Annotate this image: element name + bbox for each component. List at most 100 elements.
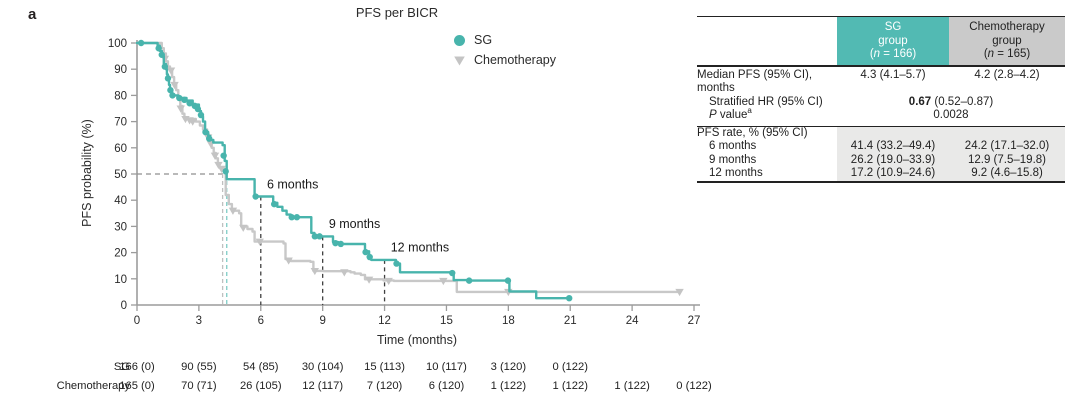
chemotherapy-censor-mark	[340, 269, 349, 277]
at-risk-value: 0 (122)	[676, 380, 712, 392]
milestone-label: 6 months	[267, 177, 318, 191]
at-risk-value: 0 (122)	[553, 361, 589, 373]
chemotherapy-censor-mark	[439, 277, 448, 286]
rate-9-sg-value: 26.2 (19.0–33.9)	[837, 153, 949, 167]
chemotherapy-censor-mark	[217, 165, 226, 173]
at-risk-value: 1 (122)	[553, 380, 589, 392]
y-tick-label: 100	[108, 38, 127, 50]
pfs-rate-header-label: PFS rate, % (95% CI)	[697, 126, 808, 139]
sg-censor-mark	[393, 260, 400, 267]
chemotherapy-censor-mark	[675, 288, 684, 297]
at-risk-value: 30 (104)	[302, 361, 344, 373]
chemotherapy-censor-mark	[188, 118, 197, 126]
at-risk-value: 166 (0)	[119, 361, 155, 373]
at-risk-value: 7 (120)	[367, 380, 403, 392]
milestone-label: 12 months	[391, 240, 449, 254]
sg-group-n: (n = 166)	[869, 48, 917, 60]
at-risk-value: 90 (55)	[181, 361, 217, 373]
sg-censor-mark	[181, 96, 188, 104]
p-value-row: P valuea 0.0028	[697, 106, 1065, 123]
rate-12-label: 12 months	[709, 167, 763, 179]
sg-censor-mark	[366, 253, 373, 261]
y-tick-label: 50	[114, 169, 127, 181]
sg-censor-mark	[337, 240, 345, 248]
rate-6-chemo-value: 24.2 (17.1–32.0)	[949, 140, 1065, 154]
rate-6-sg-value: 41.4 (33.2–49.4)	[837, 140, 949, 154]
header-empty-cell	[697, 17, 837, 65]
sg-circle-marker-icon	[454, 34, 465, 46]
legend-label-sg: SG	[474, 33, 493, 47]
sg-censor-mark	[158, 51, 165, 58]
x-tick-label: 18	[502, 315, 515, 327]
y-tick-label: 80	[114, 90, 127, 102]
chemotherapy-censor-mark	[170, 81, 179, 90]
x-tick-label: 12	[378, 315, 391, 327]
rate-row-12-months: 12 months 17.2 (10.9–24.6) 9.2 (4.6–15.8…	[697, 167, 1065, 181]
chemotherapy-censor-mark	[166, 67, 176, 75]
chemotherapy-censor-mark	[228, 207, 238, 215]
at-risk-value: 1 (122)	[491, 380, 527, 392]
chemotherapy-censor-mark	[284, 257, 293, 265]
chemotherapy-censor-mark	[214, 161, 223, 170]
sg-censor-mark	[206, 135, 213, 142]
sg-group-line1: SG	[884, 21, 902, 33]
x-tick-label: 15	[440, 315, 453, 327]
header-cell-sg-group: SG group (n = 166)	[837, 17, 949, 65]
y-tick-label: 70	[114, 117, 127, 129]
sg-censor-mark	[293, 214, 301, 221]
at-risk-value: 54 (85)	[243, 361, 279, 373]
sg-censor-mark	[167, 86, 174, 94]
sg-group-line2: group	[878, 34, 908, 47]
median-pfs-label: Median PFS (95% CI), months	[697, 68, 813, 95]
p-value: 0.0028	[933, 109, 969, 121]
sg-censor-mark	[504, 277, 512, 284]
stratified-hr-label: Stratified HR (95% CI)	[709, 95, 823, 108]
rate-row-6-months: 6 months 41.4 (33.2–49.4) 24.2 (17.1–32.…	[697, 140, 1065, 154]
p-value-label: P valuea	[709, 106, 752, 121]
legend-label-chemotherapy: Chemotherapy	[474, 53, 556, 67]
sg-censor-mark	[316, 233, 323, 240]
at-risk-value: 6 (120)	[429, 380, 465, 392]
at-risk-value: 1 (122)	[614, 380, 650, 392]
sg-censor-mark	[565, 294, 573, 302]
sg-censor-mark	[202, 128, 209, 136]
sg-censor-mark	[169, 92, 176, 99]
chemotherapy-censor-mark	[310, 267, 320, 276]
sg-censor-mark	[449, 269, 456, 277]
x-tick-label: 21	[564, 315, 577, 327]
rate-9-chemo-value: 12.9 (7.5–19.8)	[949, 153, 1065, 167]
y-tick-label: 40	[114, 195, 127, 207]
sg-censor-mark	[194, 105, 202, 113]
y-tick-label: 10	[114, 274, 127, 286]
rate-12-sg-value: 17.2 (10.9–24.6)	[837, 167, 949, 181]
sg-censor-mark	[197, 111, 205, 119]
y-tick-label: 30	[114, 221, 127, 233]
legend: SG Chemotherapy	[453, 30, 556, 70]
summary-section-median: Median PFS (95% CI), months 4.3 (4.1–5.7…	[697, 64, 1065, 126]
sg-censor-mark	[252, 193, 259, 200]
chemotherapy-censor-mark	[255, 238, 264, 246]
panel-letter: a	[28, 6, 37, 23]
pfs-rate-header-spacer	[837, 126, 1065, 140]
rate-12-chemo-value: 9.2 (4.6–15.8)	[949, 167, 1065, 181]
y-tick-label: 90	[114, 64, 127, 76]
sg-censor-mark	[176, 94, 183, 102]
x-tick-label: 24	[626, 315, 639, 327]
sg-censor-mark	[220, 152, 227, 159]
sg-censor-mark	[288, 214, 295, 221]
at-risk-label: SG	[114, 361, 130, 373]
x-axis-label: Time (months)	[376, 333, 458, 347]
legend-item-chemotherapy: Chemotherapy	[453, 50, 556, 70]
milestone-label: 9 months	[329, 217, 380, 231]
sg-censor-mark	[311, 233, 319, 240]
y-tick-label: 20	[114, 248, 127, 260]
at-risk-value: 165 (0)	[119, 380, 155, 392]
at-risk-value: 26 (105)	[240, 380, 282, 392]
sg-censor-mark	[155, 45, 162, 52]
sg-censor-mark	[137, 39, 145, 47]
at-risk-value: 12 (117)	[302, 380, 343, 392]
chemo-group-n: (n = 165)	[983, 48, 1031, 60]
rate-row-9-months: 9 months 26.2 (19.0–33.9) 12.9 (7.5–19.8…	[697, 153, 1065, 167]
sg-censor-mark	[270, 200, 278, 208]
x-tick-label: 3	[196, 315, 202, 327]
